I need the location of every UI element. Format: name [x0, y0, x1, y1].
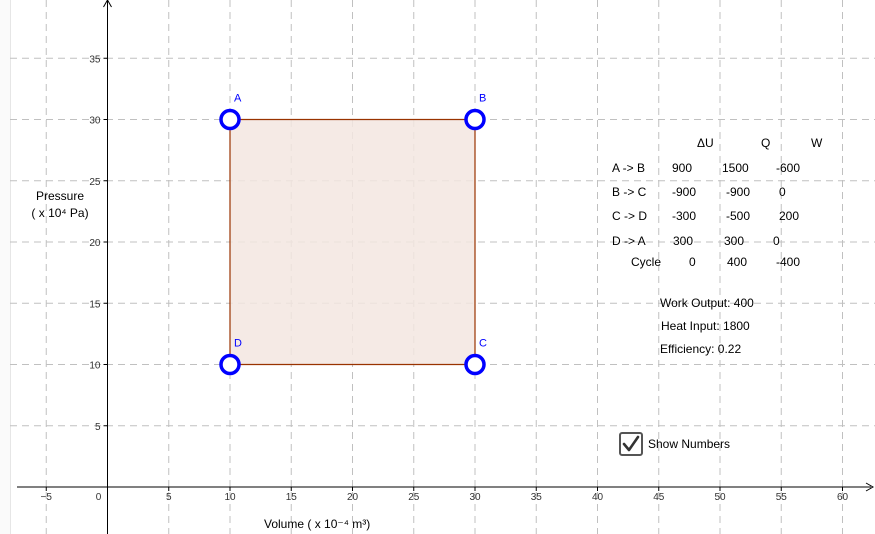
- point-label-a: A: [234, 93, 242, 105]
- cell-cycle-du: 0: [689, 255, 696, 269]
- y-tick-label: 25: [89, 177, 101, 188]
- point-b[interactable]: [464, 108, 486, 131]
- cell-da-q: 300: [724, 234, 745, 248]
- point-label-c: C: [479, 338, 487, 350]
- x-tick-label: −5: [41, 492, 53, 503]
- cell-cycle-w: -400: [776, 255, 801, 269]
- header-w: W: [811, 136, 823, 150]
- x-tick-label: 5: [166, 492, 172, 503]
- row-label-cd: C -> D: [612, 209, 648, 223]
- cell-ab-q: 1500: [722, 161, 749, 175]
- show-numbers-checkbox[interactable]: Show Numbers: [619, 432, 730, 456]
- x-axis-arrow: [865, 482, 875, 492]
- y-axis-label-line1: Pressure: [35, 189, 85, 203]
- y-axis-label: Pressure ( x 10⁴ Pa): [30, 189, 90, 220]
- x-tick-label: 0: [96, 492, 102, 503]
- heat-input-text: Heat Input: 1800: [661, 319, 750, 333]
- tick-labels: −5 0 5 10 15 20 25 30 35 40 45 50 55 60 5 10 15 20 25 30 35: [41, 54, 849, 503]
- cell-cd-du: -300: [672, 209, 697, 223]
- left-panel-edge: [0, 0, 11, 534]
- cell-ab-w: -600: [776, 161, 801, 175]
- row-label-da: D -> A: [612, 234, 646, 248]
- point-label-b: B: [479, 93, 486, 105]
- point-d[interactable]: [219, 353, 241, 376]
- row-label-ab: A -> B: [612, 161, 646, 175]
- checkbox-box[interactable]: [619, 432, 643, 456]
- cell-cycle-q: 400: [727, 255, 748, 269]
- x-axis-label: Volume ( x 10⁻⁴ m³): [264, 517, 371, 531]
- efficiency-text: Efficiency: 0.22: [660, 342, 742, 356]
- y-tick-label: 35: [89, 54, 101, 65]
- y-axis-arrow: [103, 0, 112, 8]
- cell-bc-q: -900: [726, 185, 751, 199]
- cell-bc-du: -900: [672, 185, 697, 199]
- y-tick-label: 20: [89, 238, 101, 249]
- cell-bc-w: 0: [779, 185, 786, 199]
- x-tick-label: 20: [347, 492, 359, 503]
- x-tick-label: 25: [408, 492, 420, 503]
- x-tick-label: 15: [286, 492, 298, 503]
- x-tick-label: 50: [714, 492, 726, 503]
- point-a[interactable]: [219, 108, 241, 131]
- row-label-bc: B -> C: [612, 185, 647, 199]
- y-axis-label-line2: ( x 10⁴ Pa): [31, 206, 89, 220]
- x-tick-label: 35: [531, 492, 543, 503]
- header-q: Q: [761, 136, 771, 150]
- row-label-cycle: Cycle: [631, 255, 662, 269]
- x-tick-label: 55: [776, 492, 788, 503]
- pv-cycle-polygon[interactable]: [229, 118, 476, 366]
- y-tick-label: 5: [95, 422, 101, 433]
- cycle-points[interactable]: A B C D: [219, 93, 487, 376]
- x-tick-label: 10: [224, 492, 236, 503]
- show-numbers-label: Show Numbers: [648, 437, 731, 451]
- point-label-d: D: [234, 338, 242, 350]
- checkmark-icon: [622, 435, 640, 452]
- y-tick-label: 15: [89, 299, 101, 310]
- axes: [17, 0, 875, 534]
- x-tick-label: 60: [837, 492, 849, 503]
- x-tick-label: 30: [469, 492, 481, 503]
- header-delta-u: ΔU: [697, 136, 714, 150]
- cell-cd-q: -500: [726, 209, 751, 223]
- work-output-text: Work Output: 400: [660, 296, 754, 310]
- cell-da-w: 0: [773, 234, 780, 248]
- cycle-polygon-shape[interactable]: [229, 118, 476, 366]
- cell-cd-w: 200: [779, 209, 800, 223]
- x-tick-label: 40: [592, 492, 604, 503]
- point-c[interactable]: [464, 353, 486, 376]
- cell-da-du: 300: [673, 234, 694, 248]
- x-tick-label: 45: [653, 492, 665, 503]
- y-tick-label: 30: [89, 116, 101, 127]
- cell-ab-du: 900: [672, 161, 693, 175]
- y-tick-label: 10: [89, 361, 101, 372]
